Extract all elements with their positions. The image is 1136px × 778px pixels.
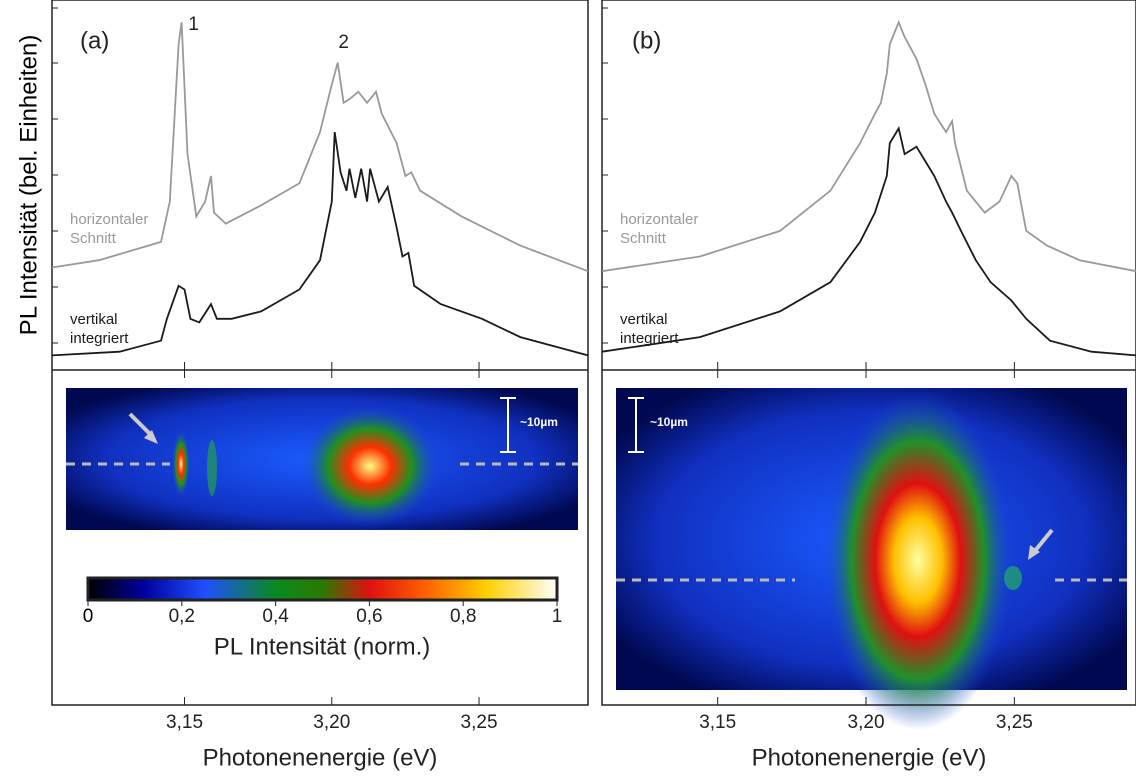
y-tick-marks bbox=[52, 7, 608, 344]
peak-label: 2 bbox=[338, 32, 349, 53]
scale-bar-label: ~10µm bbox=[650, 415, 688, 429]
heatmap-a-spot bbox=[207, 440, 217, 496]
x-tick-label: 3,20 bbox=[313, 712, 350, 733]
heatmap-b-spot bbox=[823, 390, 1013, 730]
scale-bar bbox=[628, 397, 644, 453]
y-axis-label: PL Intensität (bel. Einheiten) bbox=[15, 35, 42, 336]
colorbar-tick-label: 0,2 bbox=[169, 606, 195, 627]
spectrum-line bbox=[601, 19, 1136, 273]
x-axis-label: Photonenenergie (eV) bbox=[203, 744, 438, 771]
arrow-head bbox=[1028, 545, 1040, 560]
colorbar-tick-label: 0,6 bbox=[356, 606, 382, 627]
scale-bar bbox=[500, 397, 516, 453]
colorbar-label: PL Intensität (norm.) bbox=[214, 633, 431, 660]
panel-label: (a) bbox=[80, 27, 109, 54]
series-label: vertikal integriert bbox=[620, 311, 679, 347]
spectrum-line bbox=[601, 126, 1136, 357]
arrow-head bbox=[144, 430, 158, 444]
arrow bbox=[128, 412, 154, 438]
x-tick-label: 3,25 bbox=[461, 712, 498, 733]
heatmap-a-spot bbox=[172, 430, 190, 498]
heatmap-b-spot bbox=[1004, 566, 1022, 590]
peak-label: 1 bbox=[188, 14, 199, 35]
panel-frame bbox=[51, 0, 589, 706]
spectrum-line bbox=[51, 131, 589, 357]
colorbar-tick-label: 0,8 bbox=[450, 606, 476, 627]
colorbar-tick-label: 0 bbox=[83, 606, 94, 627]
x-tick-label: 3,15 bbox=[166, 712, 203, 733]
series-label: vertikal integriert bbox=[70, 311, 129, 347]
panel-label: (b) bbox=[632, 27, 661, 54]
x-axis-label: Photonenenergie (eV) bbox=[752, 744, 987, 771]
arrow bbox=[1032, 528, 1054, 554]
colorbar-tick-label: 0,4 bbox=[262, 606, 289, 627]
colorbar bbox=[86, 576, 559, 602]
colorbar-tick-label: 1 bbox=[552, 606, 563, 627]
x-tick-label: 3,25 bbox=[996, 712, 1033, 733]
series-label: horizontaler Schnitt bbox=[70, 211, 149, 247]
scale-bar-label: ~10µm bbox=[520, 415, 558, 429]
x-tick-label: 3,15 bbox=[699, 712, 736, 733]
heatmap-a-spot bbox=[300, 404, 440, 528]
spectrum-line bbox=[51, 22, 589, 273]
x-tick-label: 3,20 bbox=[848, 712, 885, 733]
series-label: horizontaler Schnitt bbox=[620, 211, 699, 247]
panel-frame bbox=[601, 0, 1136, 706]
